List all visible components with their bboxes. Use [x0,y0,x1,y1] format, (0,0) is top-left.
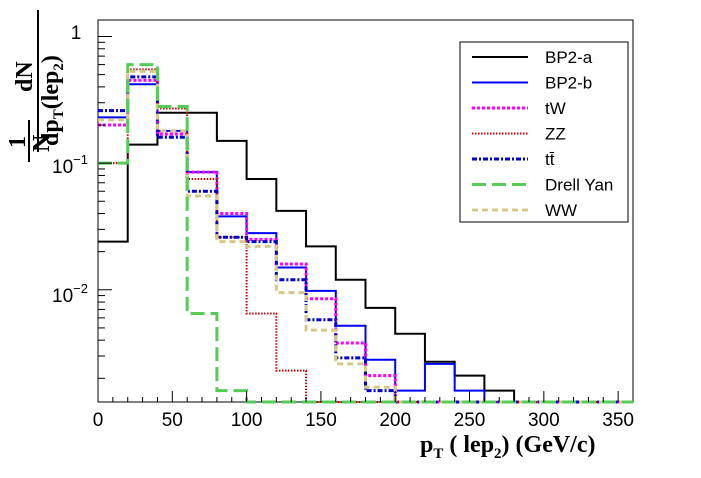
x-axis: 0 50 100 150 200 250 300 350 [93,391,634,431]
x-tick-label-0: 0 [93,410,104,431]
legend-label: tW [545,99,566,118]
x-tick-label-50: 50 [162,410,183,431]
y-tick-label-1: 1 [71,23,82,44]
legend-label: BP2-b [545,74,592,93]
x-tick-label-300: 300 [528,410,560,431]
legend-label: BP2-a [545,48,593,67]
y-axis-title: 1 N dN dpT(lep2) [5,10,67,162]
x-tick-label-100: 100 [231,410,263,431]
x-axis-title: pT( lep2) (GeV/c) [420,432,596,462]
series-bp2-a-line [98,111,633,403]
y-axis: 1 10−1 10−2 [52,23,112,379]
legend: BP2-a BP2-b tW ZZ tt̄ Drell Yan WW [459,41,629,223]
legend-label: ZZ [545,125,566,144]
y-title-denominator: dpT(lep2) [38,55,67,146]
x-title: pT( lep2) (GeV/c) [420,432,596,462]
x-tick-label-350: 350 [602,410,634,431]
x-tick-label-250: 250 [454,410,486,431]
y-tick-label-0.01: 10−2 [52,281,88,307]
legend-label: Drell Yan [545,176,613,195]
y-title-N: N [29,134,55,152]
y-tick-label-0.1: 10−1 [52,152,88,178]
legend-label: WW [545,201,577,220]
y-title-dN: dN [12,61,38,92]
legend-box [459,41,629,223]
x-tick-label-200: 200 [379,410,411,431]
y-title-one: 1 [5,136,31,148]
x-tick-label-150: 150 [305,410,337,431]
legend-label: tt̄ [545,150,555,169]
